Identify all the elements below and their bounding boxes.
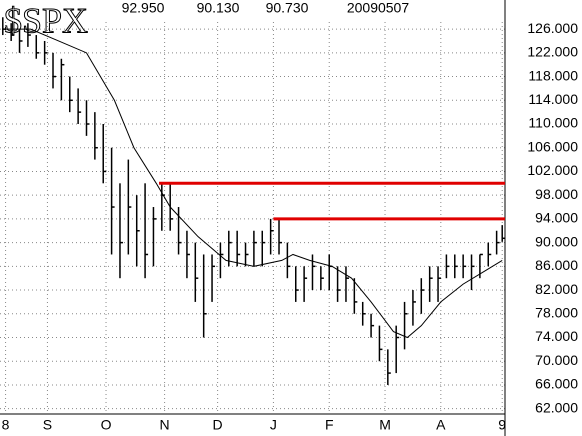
- x-tick-label: J: [270, 417, 277, 433]
- stat-close: 90.730: [266, 0, 309, 16]
- x-tick-label: S: [43, 417, 52, 433]
- stat-high: 92.950: [122, 0, 165, 16]
- x-tick-label: 9: [498, 417, 506, 433]
- x-tick-label: D: [213, 417, 223, 433]
- x-tick-label: M: [379, 417, 391, 433]
- y-tick-label: 62.000: [535, 399, 578, 415]
- y-tick-label: 98.000: [535, 186, 578, 202]
- y-tick-label: 86.000: [535, 257, 578, 273]
- moving-average: [2, 28, 503, 339]
- y-tick-label: 126.000: [527, 20, 578, 36]
- chart-title: $SPX: [4, 0, 88, 40]
- x-tick-label: A: [436, 417, 446, 433]
- y-tick-label: 118.000: [528, 67, 578, 83]
- y-tick-label: 102.000: [527, 162, 578, 178]
- y-tick-label: 74.000: [535, 328, 578, 344]
- y-tick-label: 94.000: [535, 210, 578, 226]
- x-tick-label: 8: [2, 417, 10, 433]
- stat-low: 90.130: [197, 0, 240, 16]
- y-tick-label: 114.000: [528, 91, 578, 107]
- y-tick-label: 110.000: [528, 115, 578, 131]
- x-tick-label: N: [160, 417, 170, 433]
- x-tick-label: F: [325, 417, 334, 433]
- y-tick-label: 90.000: [535, 233, 578, 249]
- y-tick-label: 82.000: [535, 281, 578, 297]
- y-tick-label: 78.000: [535, 304, 578, 320]
- x-tick-label: O: [101, 417, 112, 433]
- y-tick-label: 66.000: [535, 376, 578, 392]
- y-tick-label: 122.000: [527, 44, 578, 60]
- y-tick-label: 106.000: [527, 138, 578, 154]
- stat-date: 20090507: [347, 0, 410, 16]
- y-tick-label: 70.000: [535, 352, 578, 368]
